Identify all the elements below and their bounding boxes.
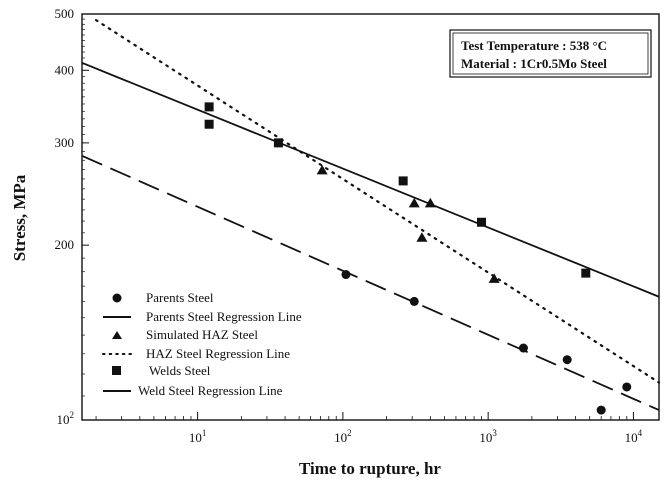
haz-steel-regression-line <box>94 19 661 384</box>
weld-steel-regression-line <box>81 62 660 298</box>
parents-steel-point <box>596 405 606 415</box>
legend-label-parents-steel: Parents Steel <box>146 290 214 305</box>
legend-marker-haz-steel <box>112 331 122 339</box>
parents-steel-point <box>409 296 419 306</box>
welds-steel-point <box>477 217 487 227</box>
info-box-frame <box>449 29 652 78</box>
tick-labels: 101 102 103 104 102 200 300 400 500 <box>55 6 643 445</box>
legend-marker-parents-steel <box>112 293 122 303</box>
regression-lines <box>81 19 661 411</box>
info-box-inner-frame <box>452 32 649 75</box>
simulated-haz-steel-point <box>416 232 428 242</box>
data-points <box>204 102 632 415</box>
simulated-haz-steel-point <box>316 164 328 175</box>
y-tick-label: 500 <box>55 6 75 21</box>
x-tick-label: 101 <box>189 428 207 445</box>
info-material: Material : 1Cr0.5Mo Steel <box>461 56 607 71</box>
x-tick-label: 104 <box>625 428 643 445</box>
x-tick-label: 102 <box>334 428 352 445</box>
info-box: Test Temperature : 538 °C Material : 1Cr… <box>449 29 652 78</box>
info-temperature: Test Temperature : 538 °C <box>461 38 607 53</box>
welds-steel-point <box>204 119 214 129</box>
y-axis-title: Stress, MPa <box>10 174 29 261</box>
simulated-haz-steel-point <box>488 273 500 283</box>
plot-frame <box>81 13 660 421</box>
welds-steel-point <box>273 138 283 148</box>
welds-steel-point <box>581 268 591 278</box>
parents-steel-regression-line <box>81 154 660 411</box>
legend-label-haz-steel: Simulated HAZ Steel <box>146 327 258 342</box>
welds-steel-point <box>398 176 408 186</box>
y-tick-label: 102 <box>57 410 75 427</box>
legend-label-parents-regression: Parents Steel Regression Line <box>146 309 302 324</box>
parents-steel-point <box>562 355 572 365</box>
legend-label-haz-regression: HAZ Steel Regression Line <box>146 346 290 361</box>
parents-steel-point <box>518 343 528 353</box>
y-tick-label: 400 <box>55 62 75 77</box>
y-tick-label: 300 <box>55 135 75 150</box>
legend-marker-welds-steel <box>112 366 121 375</box>
welds-steel-point <box>204 102 214 112</box>
parents-steel-point <box>341 270 351 280</box>
legend-label-welds-steel: Welds Steel <box>149 363 211 378</box>
y-tick-label: 200 <box>55 237 75 252</box>
legend: Parents Steel Parents Steel Regression L… <box>102 290 302 398</box>
simulated-haz-steel-point <box>408 197 420 208</box>
simulated-haz-steel-point <box>424 197 436 208</box>
parents-steel-point <box>622 382 632 392</box>
x-axis-title: Time to rupture, hr <box>299 459 441 478</box>
legend-label-weld-regression: Weld Steel Regression Line <box>138 383 283 398</box>
x-tick-label: 103 <box>479 428 497 445</box>
